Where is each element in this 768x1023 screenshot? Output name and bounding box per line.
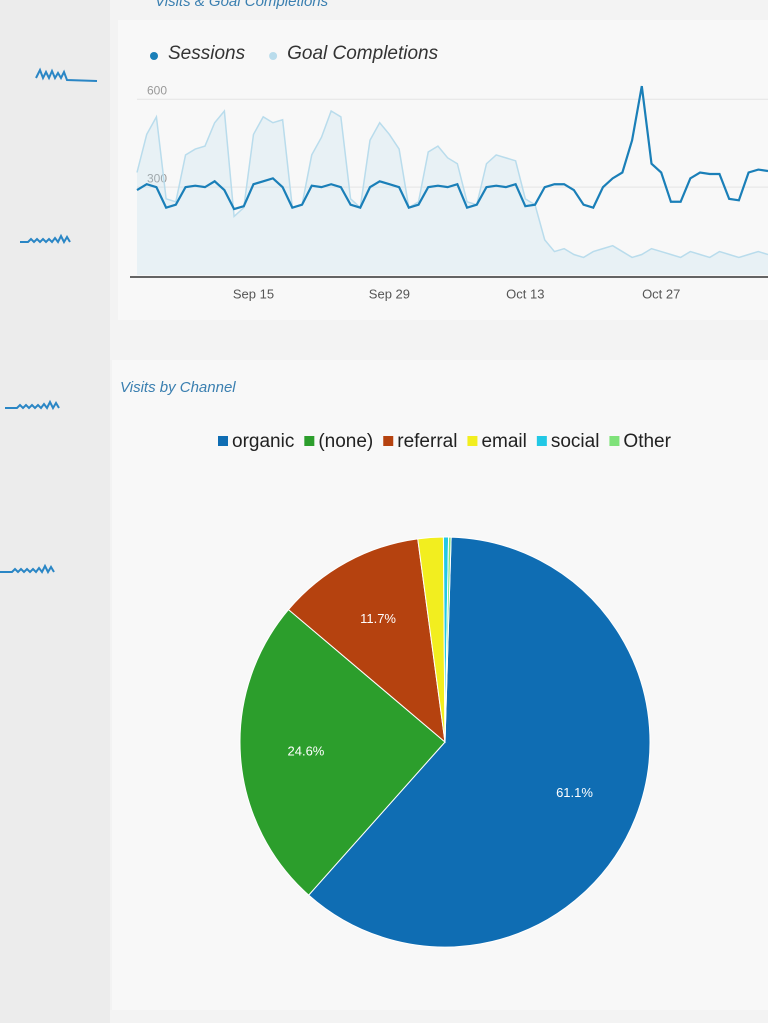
legend-swatch bbox=[304, 436, 315, 446]
pie-slice bbox=[287, 538, 446, 744]
pie-slice bbox=[444, 536, 452, 743]
legend-label: Goal Completions bbox=[287, 43, 439, 64]
slice-label: 24.6% bbox=[288, 743, 325, 758]
legend-label: (none) bbox=[318, 431, 373, 452]
line-title: Visits & Goal Completions bbox=[155, 0, 329, 10]
legend-swatch bbox=[218, 436, 228, 446]
legend-label: Other bbox=[623, 431, 671, 452]
legend-label: organic bbox=[232, 431, 294, 452]
legend-swatch bbox=[467, 436, 478, 446]
sparkline bbox=[35, 67, 98, 82]
x-tick-label: Sep 29 bbox=[369, 286, 410, 301]
legend-swatch bbox=[609, 436, 620, 446]
x-tick-label: Oct 13 bbox=[506, 286, 544, 301]
legend-swatch bbox=[269, 52, 278, 60]
pie-slice bbox=[239, 608, 446, 896]
sidebar bbox=[0, 0, 110, 1023]
series-line bbox=[136, 85, 768, 211]
legend-label: email bbox=[481, 431, 526, 452]
legend-swatch bbox=[150, 52, 158, 60]
sparkline bbox=[5, 399, 60, 411]
sparkline bbox=[20, 233, 71, 245]
pie-slice bbox=[307, 536, 651, 948]
x-tick-label: Sep 15 bbox=[233, 286, 274, 301]
legend-swatch bbox=[536, 436, 547, 446]
series-line bbox=[136, 109, 768, 259]
legend-label: social bbox=[551, 431, 600, 452]
slice-label: 11.7% bbox=[360, 611, 396, 626]
legend-label: Sessions bbox=[168, 43, 246, 64]
legend-swatch bbox=[383, 436, 394, 446]
legend-label: referral bbox=[397, 431, 457, 452]
slice-label: 61.1% bbox=[556, 785, 593, 800]
area bbox=[137, 111, 768, 275]
sparkline bbox=[0, 563, 55, 575]
pie-title: Visits by Channel bbox=[120, 379, 236, 396]
x-tick-label: Oct 27 bbox=[642, 286, 680, 301]
y-tick-label: 600 bbox=[147, 83, 167, 97]
y-tick-label: 300 bbox=[147, 171, 167, 185]
